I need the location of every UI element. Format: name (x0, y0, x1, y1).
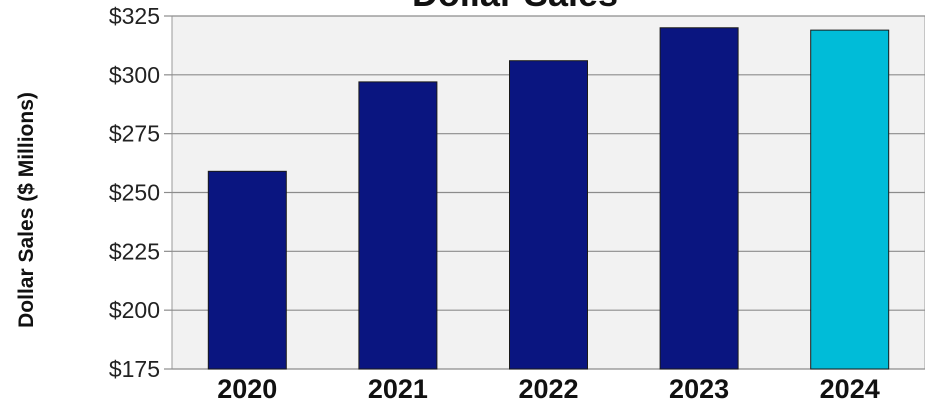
x-tick-label: 2024 (820, 374, 880, 401)
bar-2022 (509, 60, 588, 370)
bar-2020 (207, 170, 287, 370)
x-axis-ticks: 2020 2021 2022 2023 2024 (217, 374, 880, 404)
y-axis-ticks: $175 $200 $225 $250 $275 $300 $325 (109, 3, 172, 382)
y-tick-label: $300 (109, 62, 160, 88)
bar-2024 (810, 29, 890, 370)
y-tick-label: $200 (109, 297, 160, 323)
x-tick-label: 2021 (368, 374, 428, 401)
y-tick-label: $250 (109, 180, 160, 206)
y-tick-label: $275 (109, 121, 160, 147)
y-tick-label: $325 (109, 3, 160, 29)
x-tick-label: 2020 (217, 374, 277, 401)
x-tick-label: 2023 (669, 374, 729, 401)
bar-series (207, 27, 890, 370)
x-tick-label: 2022 (518, 374, 578, 401)
bar-2023 (659, 27, 739, 370)
chart-title: Dollar Sales (412, 0, 618, 14)
y-tick-label: $175 (109, 356, 160, 382)
bar-2021 (358, 81, 438, 370)
y-tick-label: $225 (109, 238, 160, 264)
y-axis-label: Dollar Sales ($ Millions) (15, 92, 38, 328)
